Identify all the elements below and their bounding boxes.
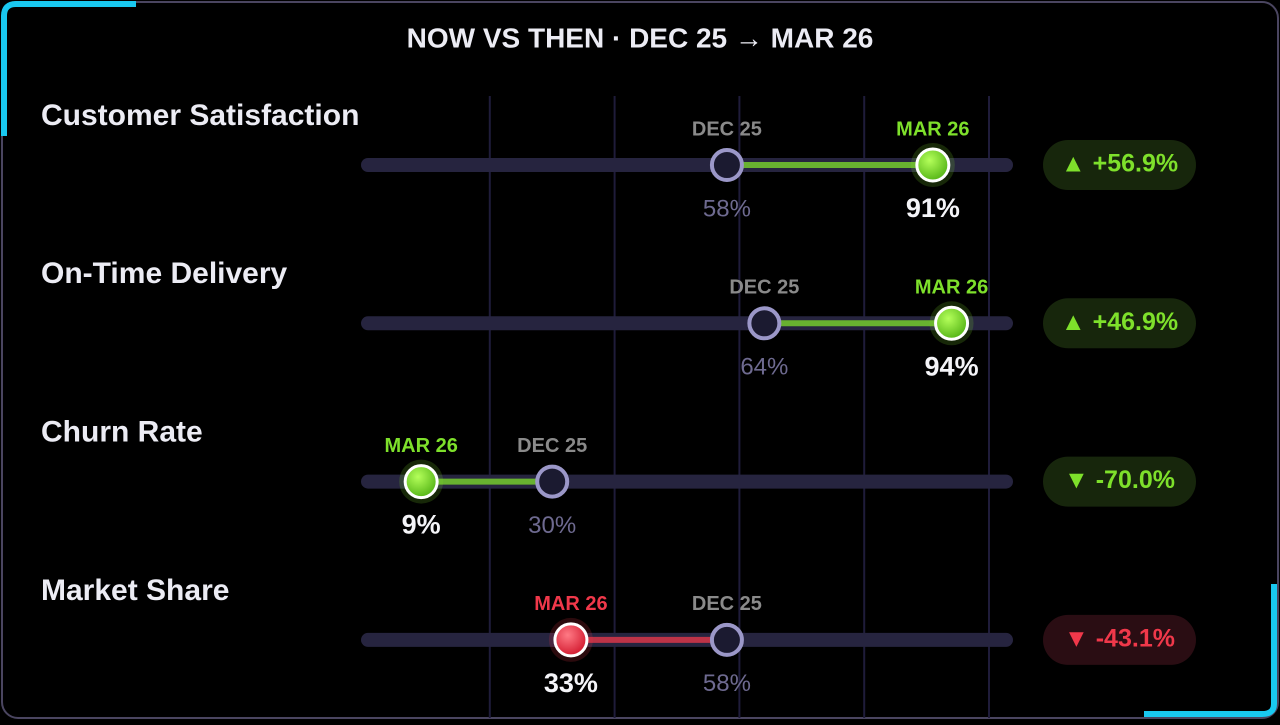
then-dot bbox=[709, 622, 744, 657]
then-series-label: DEC 25 bbox=[692, 118, 762, 140]
corner-accent bbox=[1144, 584, 1277, 717]
then-value-label: 30% bbox=[528, 512, 576, 539]
then-value-label: 58% bbox=[703, 195, 751, 222]
corner-accent bbox=[1, 1, 136, 136]
now-dot bbox=[403, 464, 439, 500]
then-series-label: DEC 25 bbox=[729, 277, 799, 299]
now-series-label: MAR 26 bbox=[384, 435, 457, 457]
then-series-label: DEC 25 bbox=[517, 435, 587, 457]
change-badge bbox=[1043, 140, 1196, 190]
category-label: On-Time Delivery bbox=[41, 257, 288, 290]
now-dot bbox=[553, 622, 589, 658]
now-value-label: 91% bbox=[906, 193, 960, 223]
then-value-label: 64% bbox=[740, 354, 788, 381]
change-label: ▼ -43.1% bbox=[1064, 625, 1175, 653]
now-series-label: MAR 26 bbox=[915, 277, 988, 299]
then-dot bbox=[747, 306, 782, 341]
category-label: Churn Rate bbox=[41, 416, 203, 449]
change-label: ▲ +46.9% bbox=[1061, 308, 1178, 336]
chart-title: NOW VS THEN · DEC 25 → MAR 26 bbox=[407, 22, 874, 53]
change-badge bbox=[1043, 456, 1196, 507]
then-dot bbox=[709, 148, 744, 182]
change-label: ▼ -70.0% bbox=[1064, 466, 1175, 494]
now-series-label: MAR 26 bbox=[896, 118, 969, 140]
now-dot bbox=[915, 147, 951, 183]
change-badge bbox=[1043, 614, 1196, 665]
then-dot bbox=[535, 464, 570, 499]
now-series-label: MAR 26 bbox=[534, 593, 607, 615]
change-badge bbox=[1043, 298, 1196, 349]
then-series-label: DEC 25 bbox=[692, 593, 762, 615]
now-value-label: 9% bbox=[402, 510, 441, 540]
category-label: Market Share bbox=[41, 574, 229, 607]
change-label: ▲ +56.9% bbox=[1061, 150, 1178, 178]
now-dot bbox=[934, 305, 970, 341]
now-value-label: 33% bbox=[544, 668, 598, 698]
category-label: Customer Satisfaction bbox=[41, 99, 359, 132]
then-value-label: 58% bbox=[703, 670, 751, 697]
now-value-label: 94% bbox=[925, 351, 979, 381]
